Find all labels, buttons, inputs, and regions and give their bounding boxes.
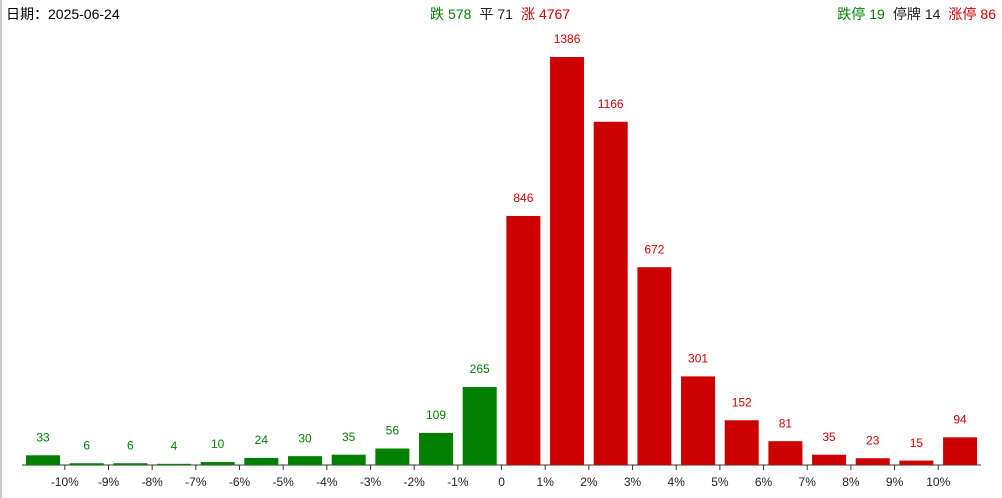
- x-tick-label: -6%: [229, 475, 251, 489]
- bar: [943, 437, 978, 465]
- x-tick-label: -8%: [142, 475, 164, 489]
- data-label: 35: [822, 430, 836, 444]
- bar: [812, 454, 847, 465]
- data-label: 672: [644, 242, 664, 256]
- bar: [244, 457, 279, 465]
- bar: [506, 215, 541, 465]
- x-tick-label: 7%: [799, 475, 817, 489]
- data-label: 109: [426, 408, 446, 422]
- data-label: 301: [688, 352, 708, 366]
- bar: [724, 420, 759, 465]
- bar: [26, 455, 60, 465]
- x-tick-label: 10%: [926, 475, 950, 489]
- date: 日期：2025-06-24: [6, 6, 120, 22]
- x-tick-label: 5%: [711, 475, 729, 489]
- data-label: 24: [255, 433, 269, 447]
- bar: [419, 432, 454, 465]
- bar: [331, 454, 366, 465]
- x-tick-label: 1%: [537, 475, 555, 489]
- stat-label: 停牌: [892, 6, 921, 22]
- stats-right: 跌停 19 停牌 14 涨停 86: [829, 4, 996, 24]
- x-tick-label: -10%: [51, 475, 79, 489]
- x-tick-label: -7%: [185, 475, 207, 489]
- bar: [113, 463, 148, 465]
- x-tick-label: 6%: [755, 475, 773, 489]
- data-label: 846: [513, 191, 533, 205]
- bar: [681, 376, 716, 465]
- x-tick-label: 3%: [624, 475, 642, 489]
- stat-value: 71: [497, 6, 513, 22]
- x-tick-label: 0: [498, 475, 505, 489]
- data-label: 6: [127, 438, 134, 452]
- x-tick-label: 4%: [668, 475, 686, 489]
- data-label: 15: [910, 436, 924, 450]
- data-label: 30: [298, 431, 312, 445]
- data-label: 94: [953, 413, 967, 427]
- x-tick-label: -4%: [316, 475, 338, 489]
- data-label: 56: [386, 424, 400, 438]
- bar: [375, 448, 410, 465]
- bar: [899, 460, 934, 465]
- data-label: 23: [866, 433, 880, 447]
- stat-label: 跌: [430, 6, 444, 22]
- stat-value: 19: [869, 6, 885, 22]
- data-label: 4: [171, 439, 178, 453]
- stat-value: 578: [448, 6, 472, 22]
- x-tick-label: 9%: [886, 475, 904, 489]
- x-tick-label: -9%: [98, 475, 120, 489]
- x-tick-label: 2%: [580, 475, 598, 489]
- stat-value: 86: [980, 6, 996, 22]
- data-label: 1386: [554, 32, 581, 46]
- bar: [157, 463, 192, 465]
- data-label: 265: [470, 362, 490, 376]
- bar: [637, 267, 672, 465]
- x-tick-label: -2%: [404, 475, 426, 489]
- bar: [593, 121, 628, 465]
- data-label: 10: [211, 437, 225, 451]
- x-tick-label: 8%: [842, 475, 860, 489]
- data-label: 33: [36, 430, 50, 444]
- x-tick-label: -3%: [360, 475, 382, 489]
- stat-value: 14: [924, 6, 941, 22]
- data-label: 1166: [598, 97, 624, 111]
- bar: [550, 57, 585, 465]
- stat-label: 涨停: [948, 6, 977, 22]
- data-label: 81: [779, 416, 793, 430]
- bar: [462, 386, 497, 465]
- stat-label: 跌停: [837, 6, 866, 22]
- data-label: 35: [342, 430, 356, 444]
- stats-center: 跌 578 平 71 涨 4767: [422, 4, 570, 24]
- stat-label: 涨: [520, 6, 535, 22]
- stat-value: 4767: [538, 6, 571, 22]
- bar: [69, 463, 104, 465]
- stat-label: 平: [479, 6, 494, 22]
- bar: [288, 456, 323, 465]
- x-tick-label: -1%: [447, 475, 469, 489]
- x-tick-label: -5%: [273, 475, 295, 489]
- data-label: 6: [83, 438, 90, 452]
- bar: [768, 441, 803, 465]
- bar: [855, 458, 890, 465]
- bar: [200, 462, 235, 465]
- data-label: 152: [732, 395, 752, 409]
